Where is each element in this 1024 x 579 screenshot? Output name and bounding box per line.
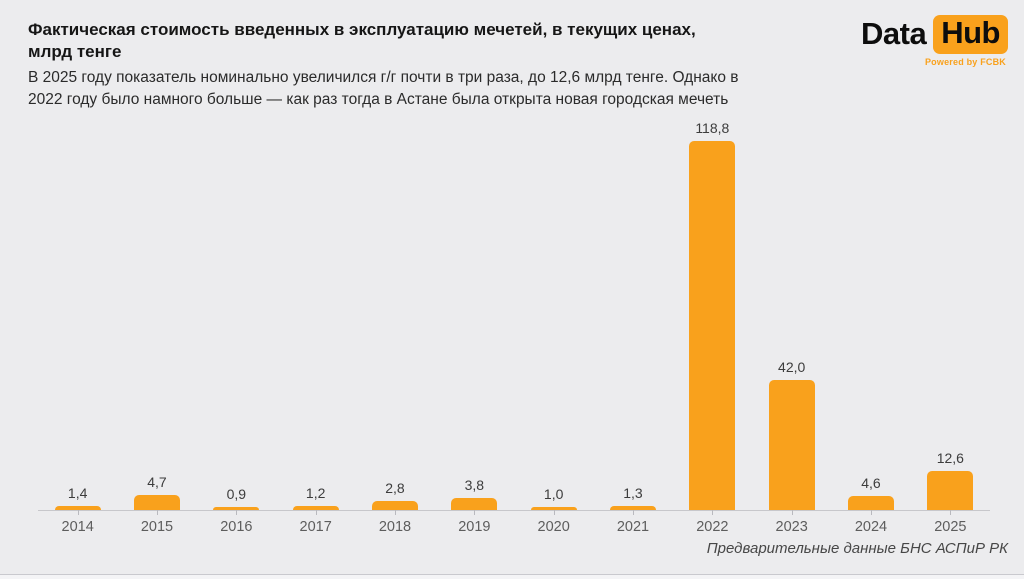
bar bbox=[133, 495, 180, 510]
x-axis-label: 2019 bbox=[458, 519, 491, 535]
bar-group: 0,9 2016 bbox=[197, 135, 276, 535]
x-axis-label: 2015 bbox=[140, 519, 174, 535]
x-axis-label: 2022 bbox=[696, 519, 729, 535]
bar-group: 4,6 2024 bbox=[831, 135, 910, 535]
bar-value-label: 4,6 bbox=[861, 474, 881, 491]
x-axis-label: 2024 bbox=[854, 519, 888, 535]
axis-tick bbox=[156, 510, 158, 515]
bar bbox=[371, 501, 418, 510]
bar-value-label: 1,0 bbox=[543, 485, 564, 502]
bar-value-label: 118,8 bbox=[695, 120, 730, 136]
page-title: Фактическая стоимость введенных в эксплу… bbox=[28, 20, 696, 61]
bar bbox=[292, 506, 339, 510]
bar-group: 1,2 2017 bbox=[276, 135, 355, 535]
x-axis-label: 2016 bbox=[220, 519, 253, 535]
bar bbox=[213, 507, 260, 510]
axis-tick bbox=[315, 510, 317, 515]
bar-group: 1,0 2020 bbox=[514, 135, 593, 535]
source-note: Предварительные данные БНС АСПиР РК bbox=[706, 540, 1008, 557]
x-axis-label: 2014 bbox=[61, 519, 94, 535]
bar-group: 118,8 2022 bbox=[673, 120, 752, 535]
bar-value-label: 1,2 bbox=[305, 485, 326, 502]
bar bbox=[451, 498, 498, 510]
bar-group: 2,8 2018 bbox=[355, 135, 434, 535]
x-axis-label: 2021 bbox=[616, 519, 650, 535]
axis-tick bbox=[236, 510, 238, 515]
bar-group: 12,6 2025 bbox=[911, 135, 990, 535]
datahub-logo: Data Hub Powered by FCBK bbox=[861, 15, 1008, 67]
bar-group: 4,7 2015 bbox=[117, 135, 196, 535]
bar-group: 1,3 2021 bbox=[593, 135, 672, 535]
chart-subtitle: В 2025 году показатель номинально увелич… bbox=[28, 69, 739, 108]
bar-value-label: 0,9 bbox=[226, 486, 247, 503]
chart-header: Фактическая стоимость введенных в эксплу… bbox=[28, 19, 828, 110]
axis-tick bbox=[950, 510, 952, 515]
axis-tick bbox=[394, 510, 396, 515]
axis-tick bbox=[632, 510, 634, 515]
logo-wordmark: Data Hub bbox=[861, 15, 1008, 54]
bar bbox=[768, 379, 815, 510]
bar-value-label: 2,8 bbox=[385, 480, 405, 497]
axis-tick bbox=[553, 510, 555, 515]
x-axis-label: 2025 bbox=[934, 519, 967, 535]
logo-text-hub: Hub bbox=[933, 15, 1008, 54]
bar-value-label: 1,4 bbox=[67, 484, 88, 501]
bar-group: 3,8 2019 bbox=[435, 135, 514, 535]
bar bbox=[689, 141, 736, 510]
bar-value-label: 4,7 bbox=[147, 474, 167, 491]
bar bbox=[847, 495, 894, 510]
x-axis-label: 2020 bbox=[537, 519, 570, 535]
bar-group: 1,4 2014 bbox=[38, 135, 117, 535]
bar-value-label: 1,3 bbox=[623, 484, 643, 501]
bottom-edge-divider bbox=[0, 574, 1024, 579]
axis-tick bbox=[791, 510, 793, 515]
x-axis-label: 2017 bbox=[299, 519, 332, 535]
bar-value-label: 42,0 bbox=[778, 358, 806, 375]
bar-chart: 1,4 2014 4,7 2015 0,9 2016 1,2 2017 2,8 2018 3,8 20… bbox=[38, 120, 990, 535]
bar-group: 42,0 2023 bbox=[752, 135, 831, 535]
bar bbox=[609, 505, 656, 510]
axis-tick bbox=[77, 510, 79, 515]
axis-tick bbox=[870, 510, 872, 515]
bar bbox=[927, 470, 974, 510]
bar-value-label: 12,6 bbox=[936, 449, 964, 466]
bar bbox=[530, 506, 577, 510]
logo-text-data: Data bbox=[861, 16, 927, 52]
bar bbox=[54, 505, 101, 510]
axis-tick bbox=[712, 510, 714, 515]
bar-value-label: 3,8 bbox=[464, 477, 485, 494]
axis-tick bbox=[474, 510, 476, 515]
x-axis-label: 2023 bbox=[775, 519, 808, 535]
logo-tagline: Powered by FCBK bbox=[924, 56, 1006, 67]
x-axis-label: 2018 bbox=[378, 519, 412, 535]
